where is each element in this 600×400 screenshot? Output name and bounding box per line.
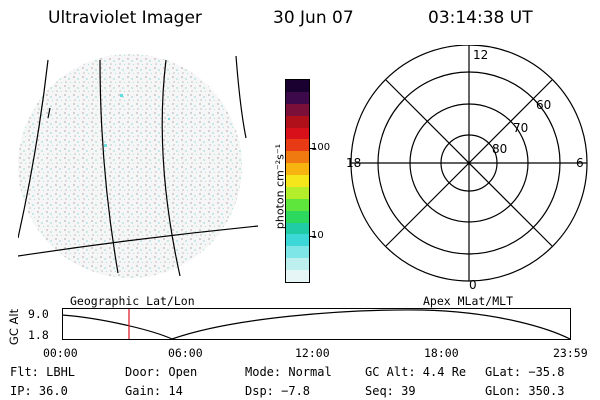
seq-value: Seq: 39 bbox=[365, 384, 416, 398]
colorbar-tick-mark bbox=[310, 236, 316, 237]
mlt-label-12: 12 bbox=[473, 48, 488, 62]
lat-label-60: 60 bbox=[536, 98, 551, 112]
colorbar-segment bbox=[286, 234, 309, 247]
time-tick-2359: 23:59 bbox=[553, 346, 588, 360]
geographic-grid-lines bbox=[18, 55, 258, 277]
image-disk bbox=[18, 54, 242, 278]
geo-lat-value: GLat: −35.8 bbox=[485, 365, 565, 379]
altitude-curve bbox=[62, 309, 571, 340]
geo-lon-value: GLon: 350.3 bbox=[485, 384, 565, 398]
auroral-image-panel bbox=[18, 54, 258, 278]
mlt-label-18: 18 bbox=[346, 156, 361, 170]
colorbar-segment bbox=[286, 151, 309, 164]
alt-ymax-label: 9.0 bbox=[28, 307, 49, 321]
mode-value: Mode: Normal bbox=[245, 365, 332, 379]
gc-alt-value: GC Alt: 4.4 Re bbox=[365, 365, 467, 379]
mlt-label-6: 6 bbox=[576, 156, 584, 170]
colorbar-tick-100: 100 bbox=[311, 142, 331, 153]
colorbar-segment bbox=[286, 210, 309, 223]
time-tick-1200: 12:00 bbox=[295, 346, 330, 360]
colorbar-segment bbox=[286, 175, 309, 187]
mlt-label-0: 0 bbox=[469, 278, 477, 292]
instrument-title: Ultraviolet Imager bbox=[48, 8, 202, 28]
colorbar-segment bbox=[286, 186, 309, 199]
altitude-timeline bbox=[62, 308, 571, 340]
colorbar-segment bbox=[286, 163, 309, 175]
colorbar-segment bbox=[286, 198, 309, 211]
colorbar-segment bbox=[286, 103, 309, 116]
colorbar bbox=[285, 79, 310, 283]
colorbar-segment bbox=[286, 115, 309, 128]
time-label: 03:14:38 UT bbox=[428, 8, 533, 28]
dsp-value: Dsp: −7.8 bbox=[245, 384, 311, 398]
polar-mlt-plot: 12 18 6 0 60 70 80 bbox=[346, 45, 588, 292]
lat-label-70: 70 bbox=[513, 121, 528, 135]
date-label: 30 Jun 07 bbox=[273, 8, 354, 28]
alt-ymin-label: 1.8 bbox=[28, 328, 49, 342]
colorbar-segment bbox=[286, 270, 309, 282]
colorbar-segment bbox=[286, 91, 309, 104]
colorbar-segment bbox=[286, 139, 309, 152]
ip-value: IP: 36.0 bbox=[10, 384, 68, 398]
time-tick-0600: 06:00 bbox=[168, 346, 203, 360]
colorbar-segment bbox=[286, 246, 309, 259]
colorbar-segment bbox=[286, 222, 309, 235]
gain-value: Gain: 14 bbox=[125, 384, 183, 398]
gc-alt-axis-label: GC Alt bbox=[7, 308, 22, 346]
door-status: Door: Open bbox=[125, 365, 198, 379]
lat-label-80: 80 bbox=[492, 142, 507, 156]
colorbar-tick-10: 10 bbox=[311, 230, 324, 241]
geographic-title: Geographic Lat/Lon bbox=[70, 294, 195, 308]
time-tick-1800: 18:00 bbox=[424, 346, 459, 360]
polar-diagonal bbox=[385, 79, 553, 247]
filter-value: Flt: LBHL bbox=[10, 365, 76, 379]
colorbar-segment bbox=[286, 80, 309, 92]
time-tick-0000: 00:00 bbox=[43, 346, 78, 360]
colorbar-unit-label: photon cm⁻²s⁻¹ bbox=[273, 143, 287, 230]
colorbar-tick-mark bbox=[310, 148, 316, 149]
colorbar-segment bbox=[286, 127, 309, 140]
colorbar-segment bbox=[286, 258, 309, 270]
apex-title: Apex MLat/MLT bbox=[423, 294, 514, 308]
